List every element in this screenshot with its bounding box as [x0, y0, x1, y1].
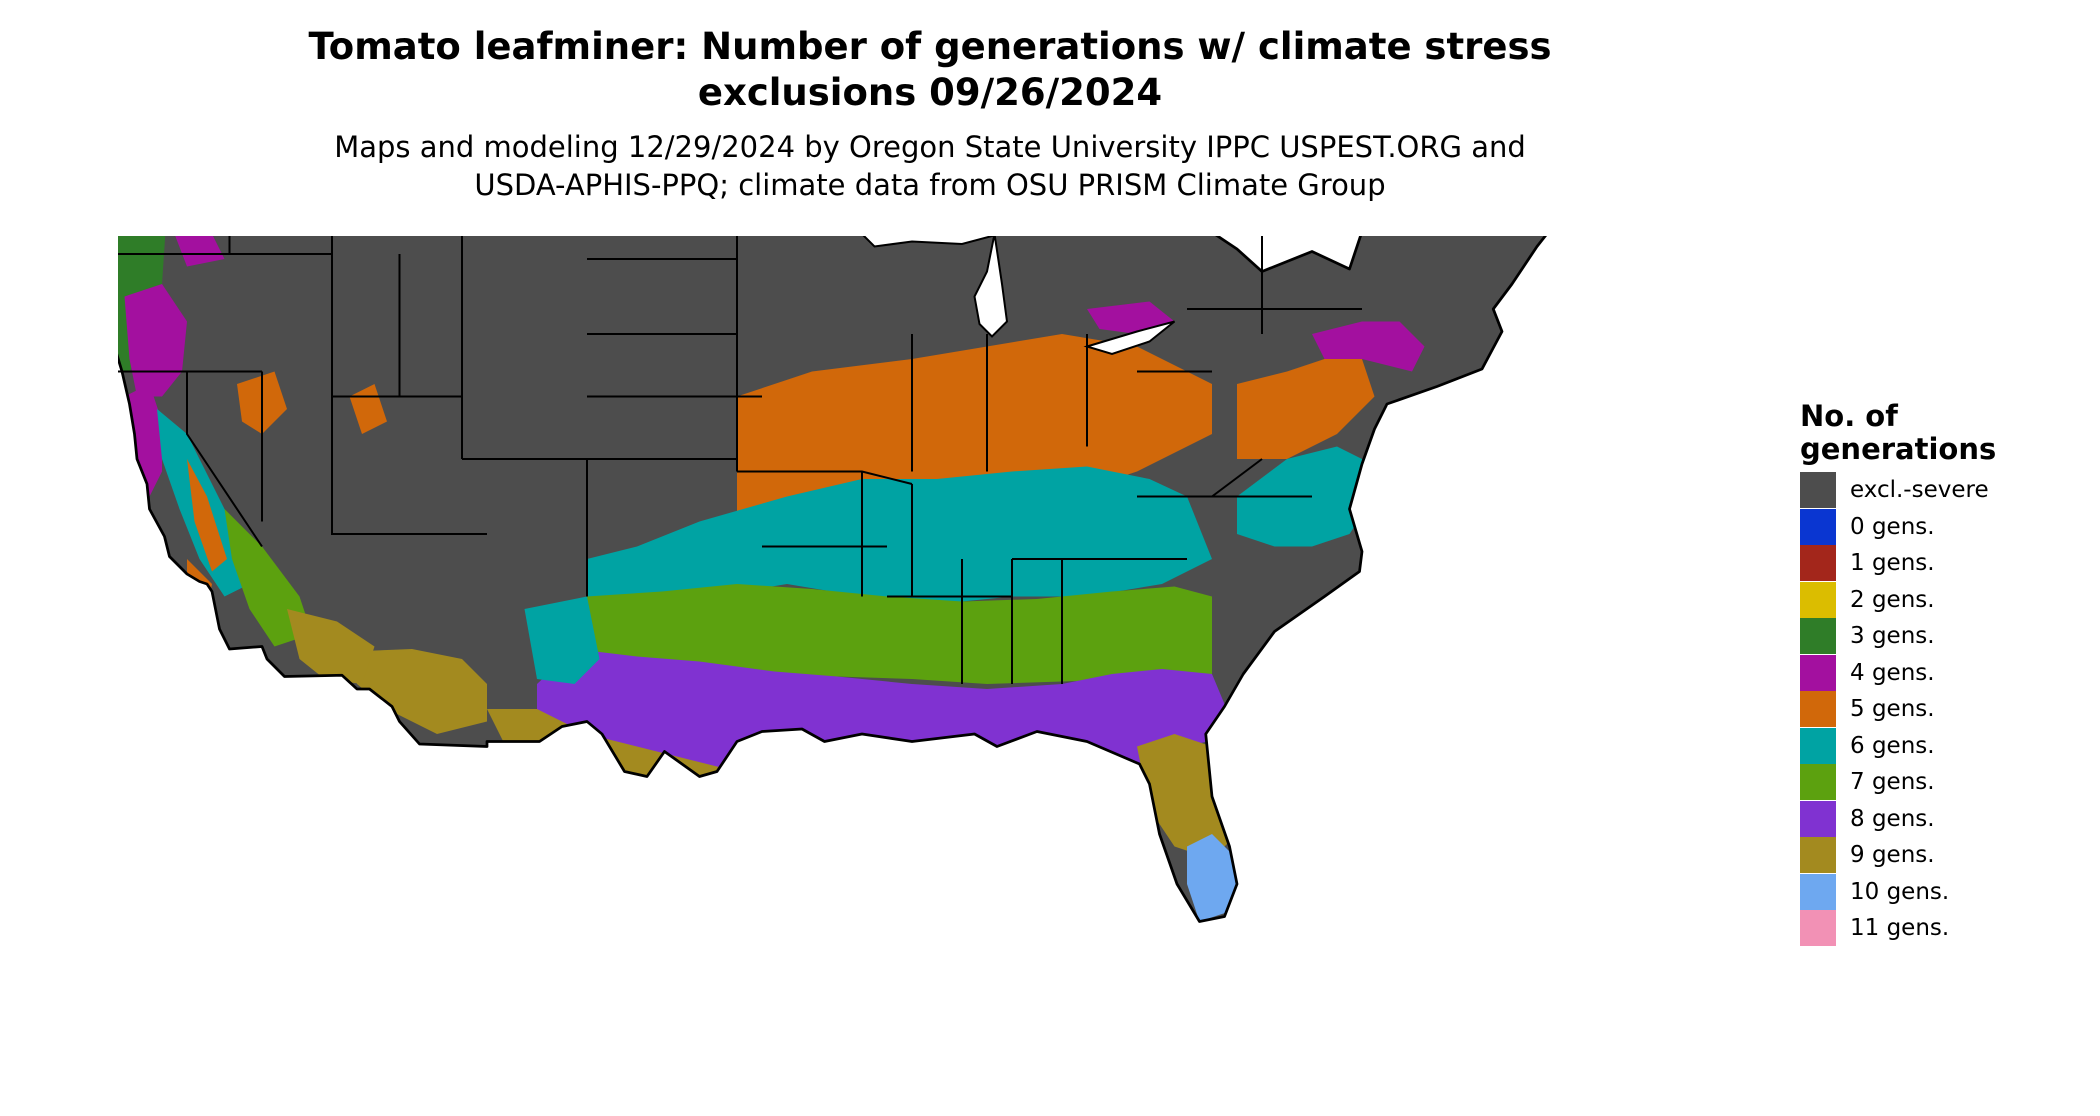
lake-michigan	[973, 236, 1009, 338]
legend-swatch	[1800, 508, 1836, 545]
legend-label: 7 gens.	[1850, 769, 1935, 796]
legend-item: excl.-severe	[1800, 472, 2080, 509]
legend-swatch	[1800, 472, 1836, 509]
legend-item: 0 gens.	[1800, 508, 2080, 546]
legend-item: 9 gens.	[1800, 837, 2080, 874]
band-10-gens	[624, 771, 1237, 922]
legend-item: 4 gens.	[1800, 654, 2080, 692]
map-subtitle: Maps and modeling 12/29/2024 by Oregon S…	[334, 130, 1526, 202]
us-generations-map	[118, 236, 1758, 1116]
legend-items: excl.-severe 0 gens. 1 gens. 2 gens. 3 gens.…	[1800, 472, 2080, 947]
legend-item: 11 gens.	[1800, 910, 2080, 947]
pacific-nw-4-gens	[124, 284, 187, 397]
legend-label: 8 gens.	[1850, 805, 1935, 832]
legend-item: 5 gens.	[1800, 691, 2080, 728]
legend-title: No. of generations	[1800, 399, 1997, 466]
legend-swatch	[1800, 581, 1836, 618]
legend-item: 3 gens.	[1800, 618, 2080, 655]
legend-item: 1 gens.	[1800, 545, 2080, 582]
state-boundary	[186, 371, 263, 548]
idaho-4-gens	[174, 236, 287, 267]
legend-swatch	[1800, 764, 1836, 801]
legend-label: 10 gens.	[1850, 878, 1950, 905]
legend-label: 9 gens.	[1850, 842, 1935, 869]
legend-swatch	[1800, 910, 1836, 947]
southwest-9-gens	[287, 609, 375, 684]
lake-erie	[1083, 320, 1176, 356]
legend-label: 5 gens.	[1850, 696, 1935, 723]
legend-label: 11 gens.	[1850, 915, 1950, 942]
great-basin-5-gens	[237, 371, 387, 434]
state-boundary	[331, 396, 487, 535]
legend-label: 1 gens.	[1850, 550, 1935, 577]
legend-swatch	[1800, 618, 1836, 655]
legend-item: 8 gens.	[1800, 800, 2080, 838]
map-svg	[118, 236, 1572, 923]
legend-swatch	[1800, 691, 1836, 728]
northeast-4-gens	[1087, 301, 1425, 372]
us-outline	[118, 236, 1547, 923]
band-7-gens	[587, 584, 1212, 684]
legend-swatch	[1800, 727, 1836, 764]
legend-swatch	[1800, 654, 1836, 691]
legend-label: 2 gens.	[1850, 586, 1935, 613]
legend-swatch	[1800, 837, 1836, 874]
legend-item: 2 gens.	[1800, 581, 2080, 619]
state-boundary	[1211, 458, 1263, 498]
legend-swatch	[1800, 800, 1836, 837]
band-6-gens	[587, 466, 1212, 609]
legend-label: 6 gens.	[1850, 732, 1935, 759]
legend-label: 4 gens.	[1850, 659, 1935, 686]
legend-swatch	[1800, 545, 1836, 582]
legend-item: 10 gens.	[1800, 873, 2080, 911]
northeast-5-gens	[1237, 359, 1375, 459]
legend-label: 0 gens.	[1850, 513, 1935, 540]
texas-6-gens	[524, 596, 600, 684]
map-title: Tomato leafminer: Number of generations …	[308, 25, 1552, 114]
legend-item: 7 gens.	[1800, 764, 2080, 801]
legend: No. of generations excl.-severe 0 gens. 1 …	[1800, 400, 2080, 947]
legend-item: 6 gens.	[1800, 727, 2080, 765]
band-8-gens	[537, 649, 1237, 772]
lake-superior	[862, 236, 996, 248]
map-fill-layer	[118, 236, 1572, 922]
california-coast-4-gens	[124, 384, 162, 497]
california-5-gens	[187, 459, 227, 609]
legend-label: 3 gens.	[1850, 623, 1935, 650]
legend-label: excl.-severe	[1850, 477, 1989, 504]
legend-swatch	[1800, 873, 1836, 910]
